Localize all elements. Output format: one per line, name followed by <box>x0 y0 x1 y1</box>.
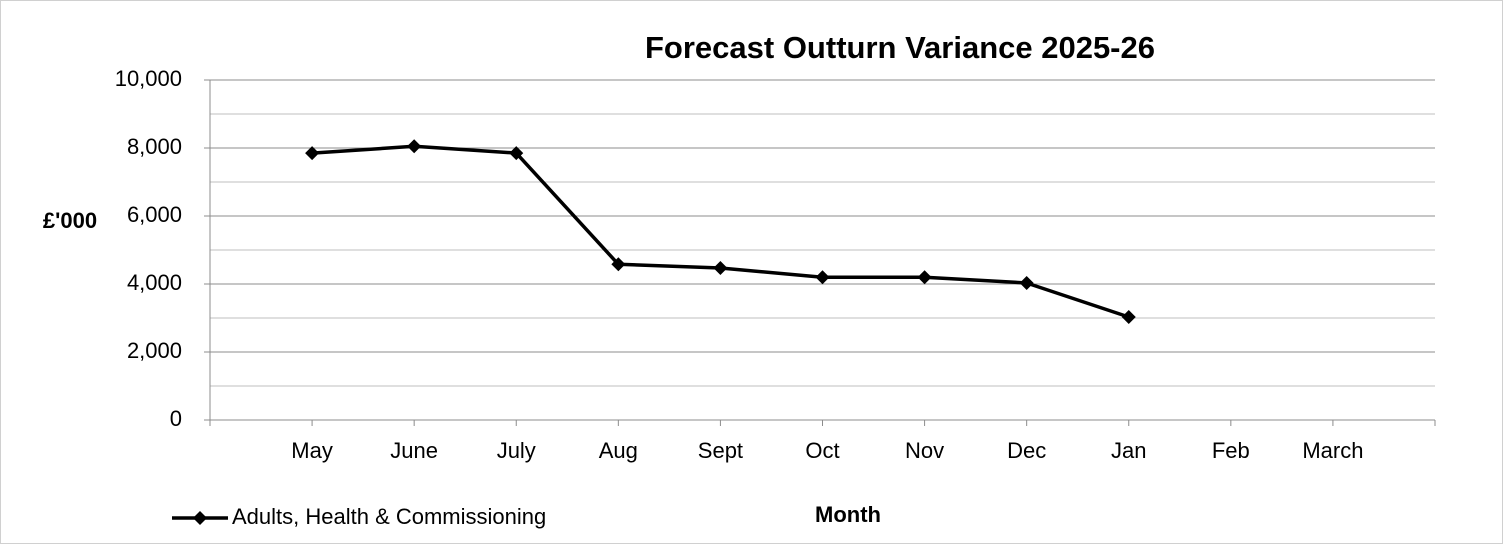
data-point <box>713 261 728 276</box>
data-point <box>407 139 422 154</box>
x-tick-label: Aug <box>599 438 638 463</box>
x-tick-label: Oct <box>805 438 839 463</box>
x-tick-label: Nov <box>905 438 944 463</box>
x-tick-label: June <box>390 438 438 463</box>
legend-label: Adults, Health & Commissioning <box>232 504 546 529</box>
data-point <box>509 146 524 161</box>
x-tick-label: Jan <box>1111 438 1146 463</box>
data-point <box>1121 309 1136 324</box>
x-tick-label: Sept <box>698 438 743 463</box>
y-tick-label: 4,000 <box>127 270 182 295</box>
x-tick-label: July <box>497 438 536 463</box>
data-point <box>305 146 320 161</box>
data-point <box>815 270 830 285</box>
y-tick-label: 6,000 <box>127 202 182 227</box>
data-point <box>1019 275 1034 290</box>
y-tick-label: 10,000 <box>115 66 182 91</box>
x-tick-label: March <box>1302 438 1363 463</box>
y-tick-label: 2,000 <box>127 338 182 363</box>
chart-title: Forecast Outturn Variance 2025-26 <box>645 30 1155 65</box>
data-point <box>917 270 932 285</box>
legend-marker <box>193 511 207 525</box>
y-tick-label: 0 <box>170 406 182 431</box>
y-axis-label: £'000 <box>43 208 97 233</box>
x-tick-label: Feb <box>1212 438 1250 463</box>
x-tick-label: May <box>291 438 333 463</box>
x-axis-label: Month <box>815 502 881 527</box>
y-tick-label: 8,000 <box>127 134 182 159</box>
data-point <box>611 257 626 272</box>
x-tick-label: Dec <box>1007 438 1046 463</box>
